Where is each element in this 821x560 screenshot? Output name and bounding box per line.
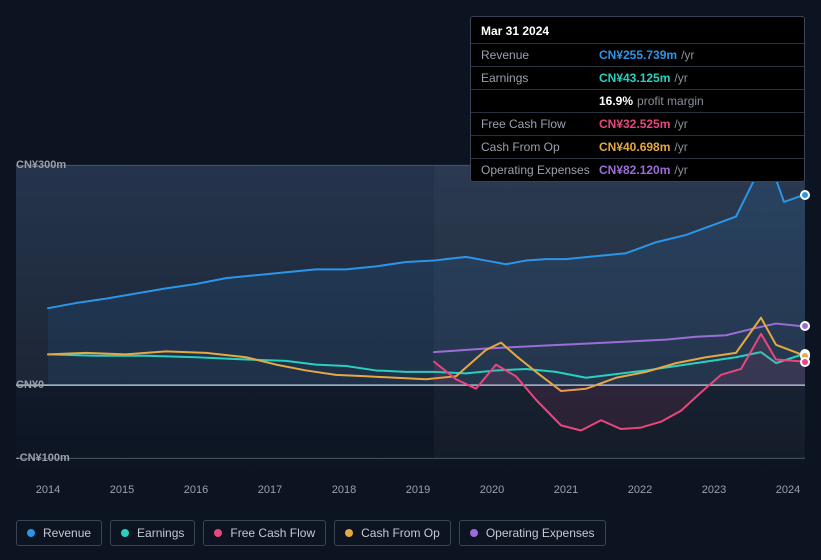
legend-item-free-cash-flow[interactable]: Free Cash Flow — [203, 520, 326, 546]
x-axis-label: 2021 — [554, 484, 578, 496]
chart-tooltip: Mar 31 2024 RevenueCN¥255.739m/yrEarning… — [470, 16, 805, 182]
legend-label: Cash From Op — [361, 526, 440, 540]
tooltip-row-value: 16.9% — [599, 94, 633, 108]
x-axis-label: 2019 — [406, 484, 430, 496]
tooltip-row: Cash From OpCN¥40.698m/yr — [471, 135, 804, 158]
series-end-marker — [800, 321, 810, 331]
legend-item-operating-expenses[interactable]: Operating Expenses — [459, 520, 606, 546]
x-axis-label: 2024 — [776, 484, 800, 496]
tooltip-row-suffix: /yr — [674, 140, 687, 154]
chart-legend: Revenue Earnings Free Cash Flow Cash From O… — [16, 520, 606, 546]
legend-item-revenue[interactable]: Revenue — [16, 520, 102, 546]
x-axis-labels: 2014 2015 2016 2017 2018 2019 2020 2021 2022 2023… — [16, 484, 805, 500]
series-end-marker — [800, 357, 810, 367]
x-axis-label: 2015 — [110, 484, 134, 496]
legend-label: Free Cash Flow — [230, 526, 315, 540]
y-axis-label: CN¥300m — [16, 159, 66, 171]
series-end-marker — [800, 190, 810, 200]
tooltip-row-value: CN¥43.125m — [599, 71, 670, 85]
y-axis-label: -CN¥100m — [16, 452, 70, 464]
tooltip-row-label: Cash From Op — [481, 140, 599, 154]
tooltip-row-suffix: /yr — [674, 71, 687, 85]
x-axis-label: 2023 — [702, 484, 726, 496]
legend-item-cash-from-op[interactable]: Cash From Op — [334, 520, 451, 546]
legend-dot-icon — [121, 529, 129, 537]
tooltip-row-label: Operating Expenses — [481, 163, 599, 177]
tooltip-row-suffix: /yr — [674, 117, 687, 131]
tooltip-row: Free Cash FlowCN¥32.525m/yr — [471, 112, 804, 135]
tooltip-row-label: Earnings — [481, 71, 599, 85]
tooltip-row-value: CN¥32.525m — [599, 117, 670, 131]
tooltip-row: RevenueCN¥255.739m/yr — [471, 43, 804, 66]
legend-dot-icon — [27, 529, 35, 537]
legend-label: Earnings — [137, 526, 184, 540]
tooltip-row-suffix: profit margin — [637, 94, 704, 108]
tooltip-row-label: Revenue — [481, 48, 599, 62]
x-axis-label: 2016 — [184, 484, 208, 496]
legend-dot-icon — [345, 529, 353, 537]
x-axis-label: 2017 — [258, 484, 282, 496]
tooltip-row-value: CN¥40.698m — [599, 140, 670, 154]
tooltip-row-value: CN¥255.739m — [599, 48, 677, 62]
x-axis-label: 2014 — [36, 484, 60, 496]
tooltip-date: Mar 31 2024 — [471, 17, 804, 43]
tooltip-row: 16.9% profit margin — [471, 89, 804, 112]
tooltip-row-suffix: /yr — [681, 48, 694, 62]
legend-dot-icon — [214, 529, 222, 537]
tooltip-row: Operating ExpensesCN¥82.120m/yr — [471, 158, 804, 181]
x-axis-label: 2022 — [628, 484, 652, 496]
tooltip-row: EarningsCN¥43.125m/yr — [471, 66, 804, 89]
legend-item-earnings[interactable]: Earnings — [110, 520, 195, 546]
tooltip-row-suffix: /yr — [674, 163, 687, 177]
x-axis-label: 2018 — [332, 484, 356, 496]
tooltip-row-label: Free Cash Flow — [481, 117, 599, 131]
financials-chart[interactable]: CN¥300m CN¥0 -CN¥100m — [16, 158, 805, 488]
tooltip-row-value: CN¥82.120m — [599, 163, 670, 177]
legend-dot-icon — [470, 529, 478, 537]
legend-label: Revenue — [43, 526, 91, 540]
tooltip-row-label — [481, 94, 599, 108]
x-axis-label: 2020 — [480, 484, 504, 496]
y-axis-label: CN¥0 — [16, 379, 44, 391]
legend-label: Operating Expenses — [486, 526, 595, 540]
